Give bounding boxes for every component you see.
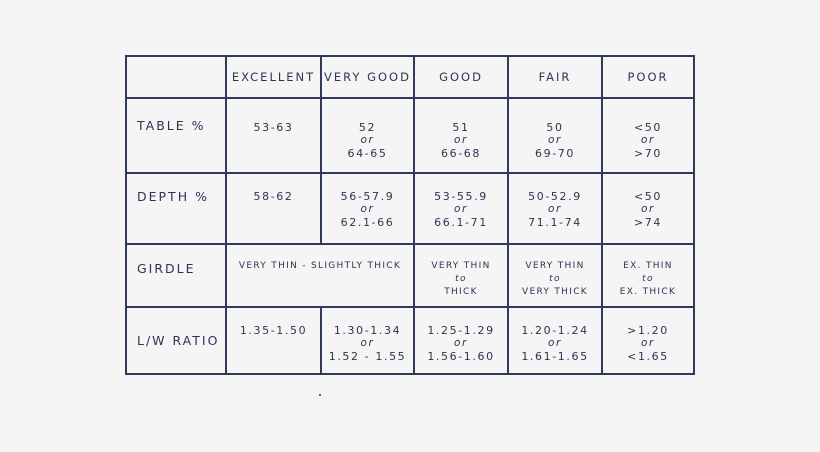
value: 50-52.9 (528, 190, 582, 203)
or-text: or (360, 203, 375, 215)
value: <50 (633, 190, 662, 203)
cell-girdle-fair: VERY THIN to VERY THICK (509, 260, 601, 299)
cell-girdle-good: VERY THIN to THICK (415, 260, 507, 299)
value: <50 (633, 121, 662, 134)
cell-depth-very-good: 56-57.9 or 62.1-66 (322, 190, 413, 229)
cell-lw-fair: 1.20-1.24 or 1.61-1.65 (509, 324, 601, 363)
cell-depth-good: 53-55.9 or 66.1-71 (415, 190, 507, 229)
cell-depth-poor: <50 or >74 (603, 190, 693, 229)
stray-dot (319, 394, 321, 396)
or-text: or (641, 134, 655, 146)
header-label: POOR (627, 69, 669, 84)
or-text: or (454, 134, 468, 146)
value: 58-62 (253, 190, 294, 203)
value: 56-57.9 (340, 190, 395, 203)
row-label-girdle: GIRDLE (137, 261, 196, 276)
column-header-excellent: EXCELLENT (227, 57, 320, 97)
value: 1.52 - 1.55 (328, 350, 407, 363)
value: 71.1-74 (528, 216, 582, 229)
value: <1.65 (627, 350, 669, 363)
value: VERY THIN - SLIGHTLY THICK (238, 261, 402, 271)
cell-table-poor: <50 or >70 (603, 121, 693, 160)
to-text: to (549, 274, 561, 284)
value: THICK (444, 287, 478, 297)
header-label: VERY GOOD (324, 69, 411, 84)
value: >70 (633, 147, 662, 160)
value: 64-65 (347, 147, 388, 160)
column-header-very-good: VERY GOOD (322, 57, 413, 97)
value: >74 (633, 216, 662, 229)
divider (127, 97, 693, 99)
divider (127, 306, 693, 308)
value: 1.25-1.29 (427, 324, 495, 337)
value: 1.30-1.34 (333, 324, 402, 337)
value: 1.56-1.60 (427, 350, 495, 363)
column-header-fair: FAIR (509, 57, 601, 97)
value: 66-68 (441, 147, 481, 160)
cell-girdle-excellent-very-good: VERY THIN - SLIGHTLY THICK (227, 260, 413, 273)
cell-lw-good: 1.25-1.29 or 1.56-1.60 (415, 324, 507, 363)
header-label: EXCELLENT (231, 69, 316, 84)
cell-depth-fair: 50-52.9 or 71.1-74 (509, 190, 601, 229)
divider (127, 243, 693, 245)
or-text: or (641, 337, 655, 349)
value: 50 (546, 121, 564, 134)
diamond-grading-table: EXCELLENT VERY GOOD GOOD FAIR POOR TABLE… (125, 55, 695, 375)
or-text: or (454, 203, 468, 215)
divider (320, 57, 322, 243)
cell-lw-very-good: 1.30-1.34 or 1.52 - 1.55 (322, 324, 413, 363)
to-text: to (642, 274, 654, 284)
divider (601, 57, 603, 373)
cell-table-very-good: 52 or 64-65 (322, 121, 413, 160)
or-text: or (360, 134, 375, 146)
cell-lw-poor: >1.20 or <1.65 (603, 324, 693, 363)
value: 62.1-66 (340, 216, 395, 229)
value: 1.61-1.65 (521, 350, 589, 363)
column-header-good: GOOD (415, 57, 507, 97)
value: 52 (358, 121, 377, 134)
value: 69-70 (535, 147, 575, 160)
cell-depth-excellent: 58-62 (227, 190, 320, 203)
row-label-lw-ratio: L/W RATIO (137, 333, 220, 348)
or-text: or (548, 134, 562, 146)
value: >1.20 (627, 324, 669, 337)
header-label: FAIR (538, 69, 572, 84)
header-label: GOOD (439, 69, 483, 84)
value: 53-55.9 (434, 190, 488, 203)
divider (127, 172, 693, 174)
or-text: or (454, 337, 468, 349)
value: VERY THIN (525, 261, 585, 271)
cell-table-good: 51 or 66-68 (415, 121, 507, 160)
column-header-poor: POOR (603, 57, 693, 97)
or-text: or (641, 203, 655, 215)
or-text: or (360, 337, 375, 349)
to-text: to (455, 274, 467, 284)
divider (320, 306, 322, 373)
cell-table-excellent: 53-63 (227, 121, 320, 134)
cell-girdle-poor: EX. THIN to EX. THICK (603, 260, 693, 299)
divider (413, 57, 415, 373)
value: 51 (452, 121, 470, 134)
cell-table-fair: 50 or 69-70 (509, 121, 601, 160)
value: VERY THIN (431, 261, 491, 271)
value: 53-63 (253, 121, 294, 134)
divider (507, 57, 509, 373)
value: VERY THICK (522, 287, 588, 297)
cell-lw-excellent: 1.35-1.50 (227, 324, 320, 337)
value: EX. THICK (619, 287, 677, 297)
or-text: or (548, 203, 562, 215)
or-text: or (548, 337, 562, 349)
value: 1.20-1.24 (521, 324, 589, 337)
row-label-table: TABLE % (137, 118, 206, 133)
value: EX. THIN (623, 261, 673, 271)
row-label-depth: DEPTH % (137, 189, 209, 204)
divider (225, 57, 227, 373)
value: 1.35-1.50 (239, 324, 308, 337)
value: 66.1-71 (434, 216, 488, 229)
